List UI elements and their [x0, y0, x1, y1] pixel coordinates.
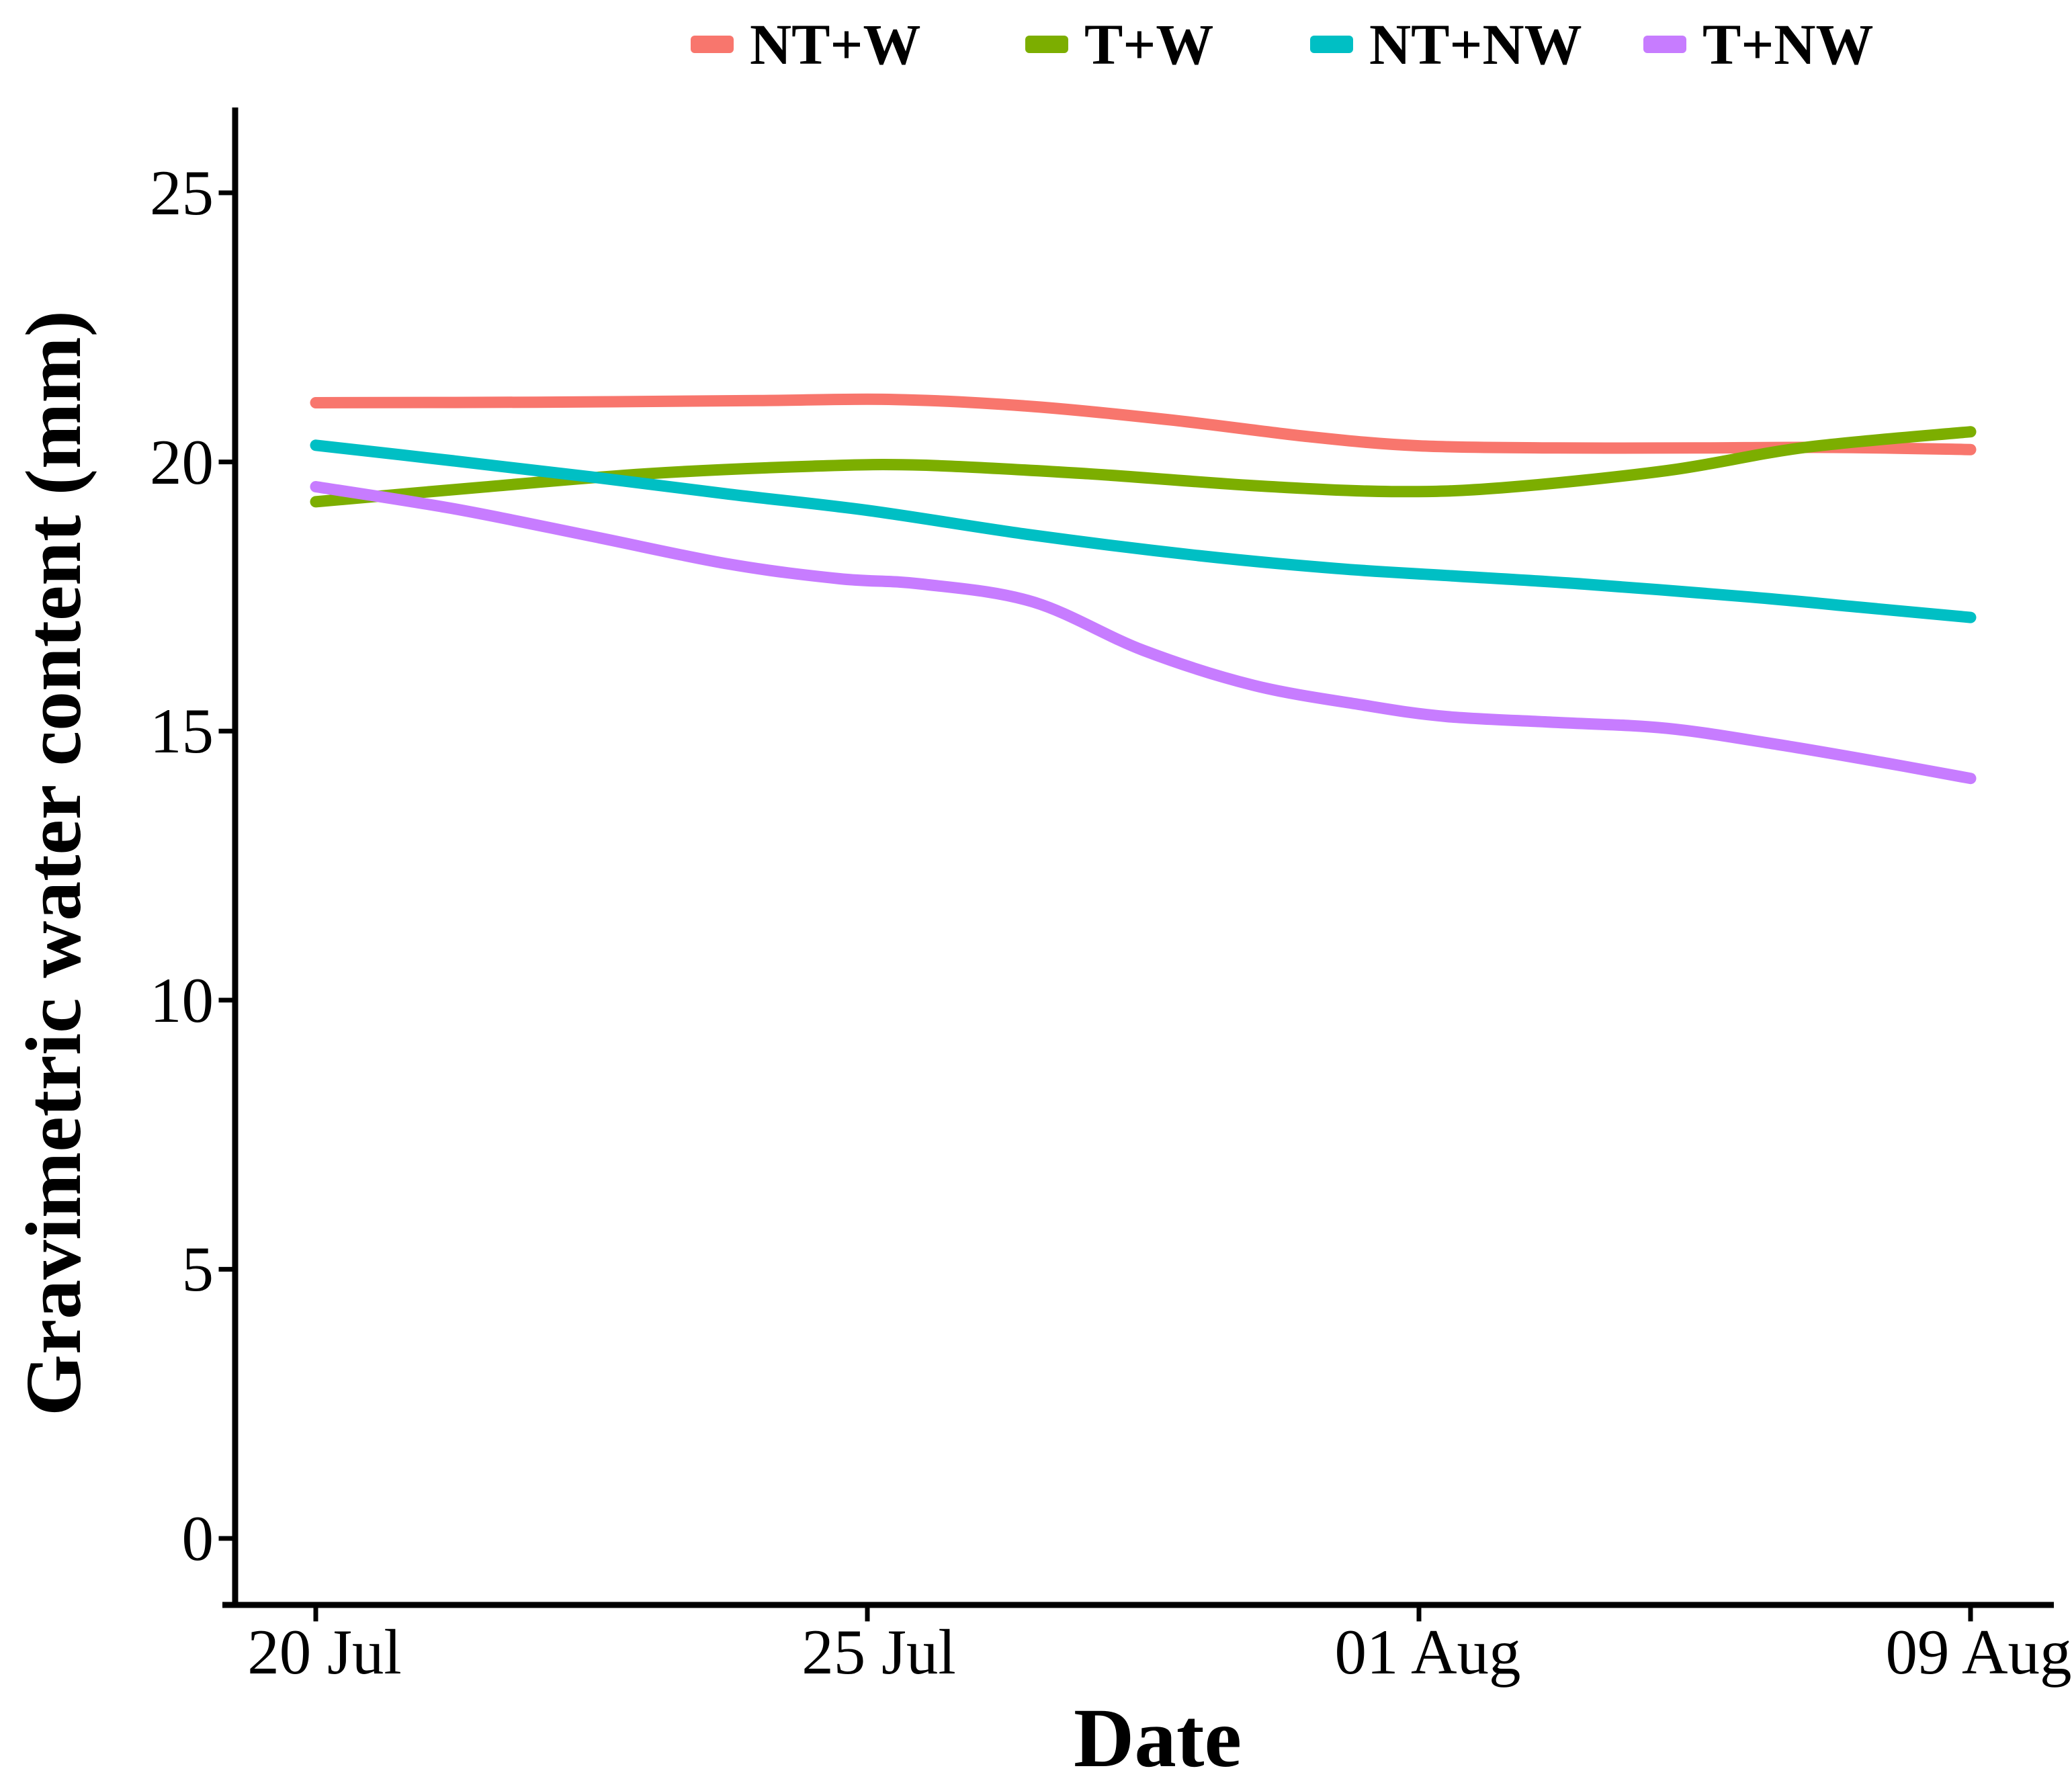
y-axis-title: Gravimetric water content (mm): [9, 310, 97, 1416]
legend-key-nt-w-icon: [691, 36, 734, 53]
legend-key-nt-nw-icon: [1310, 36, 1353, 53]
legend-label-nt-w: NT+W: [750, 12, 921, 77]
y-tick-15: 15: [150, 695, 214, 767]
x-tick-01-aug: 01 Aug: [1334, 1616, 1521, 1688]
legend-label-t-nw: T+NW: [1702, 12, 1874, 77]
x-tick-25-jul: 25 Jul: [802, 1616, 956, 1688]
legend-key-t-w-icon: [1025, 36, 1068, 53]
x-axis-title: Date: [1074, 1692, 1242, 1785]
legend-key-t-nw-icon: [1643, 36, 1686, 53]
legend-item-nt-nw: NT+NW: [1310, 11, 1582, 78]
y-tick-25: 25: [150, 157, 214, 228]
y-tick-10: 10: [150, 965, 214, 1036]
y-tick-20: 20: [150, 427, 214, 498]
y-tick-5: 5: [181, 1233, 214, 1305]
legend-item-t-nw: T+NW: [1643, 11, 1873, 78]
legend-item-nt-w: NT+W: [691, 11, 920, 78]
legend-label-nt-nw: NT+NW: [1369, 12, 1582, 77]
x-tick-09-aug: 09 Aug: [1885, 1616, 2072, 1688]
x-tick-20-jul: 20 Jul: [247, 1616, 402, 1688]
y-tick-0: 0: [181, 1503, 214, 1574]
legend-label-t-w: T+W: [1084, 12, 1214, 77]
legend-item-t-w: T+W: [1025, 11, 1213, 78]
